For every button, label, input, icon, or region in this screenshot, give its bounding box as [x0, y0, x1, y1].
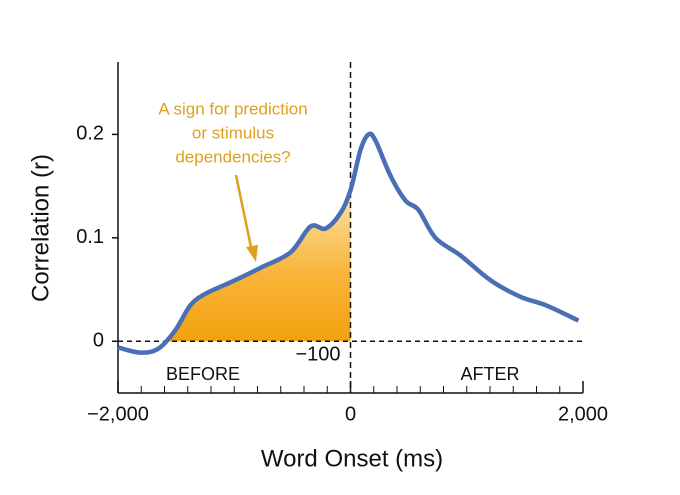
onset-label: −100 [295, 343, 340, 365]
y-tick-label: 0 [93, 330, 104, 352]
annotation: dependencies? [175, 147, 290, 166]
line [117, 131, 580, 355]
x-tick-label: −2,000 [87, 403, 149, 425]
x-axis-title: Word Onset (ms) [261, 445, 443, 472]
y-tick-label: 0.1 [76, 226, 104, 248]
annotation: or stimulus [192, 123, 274, 142]
before-label: BEFORE [166, 364, 240, 384]
annotation: A sign for prediction [158, 99, 307, 118]
after-label: AFTER [460, 364, 519, 384]
x-tick-label: 2,000 [558, 403, 608, 425]
plot: 0 0.1 0.2 −2,000 0 2,000 [76, 62, 608, 425]
annotation-arrowhead [246, 245, 258, 262]
before-area [165, 190, 351, 342]
area-layer [165, 190, 351, 342]
x-tick-label: 0 [345, 403, 356, 425]
y-tick-label: 0.2 [76, 123, 104, 145]
y-axis-title: Correlation (r) [27, 154, 54, 302]
annotation-arrow [234, 174, 254, 253]
